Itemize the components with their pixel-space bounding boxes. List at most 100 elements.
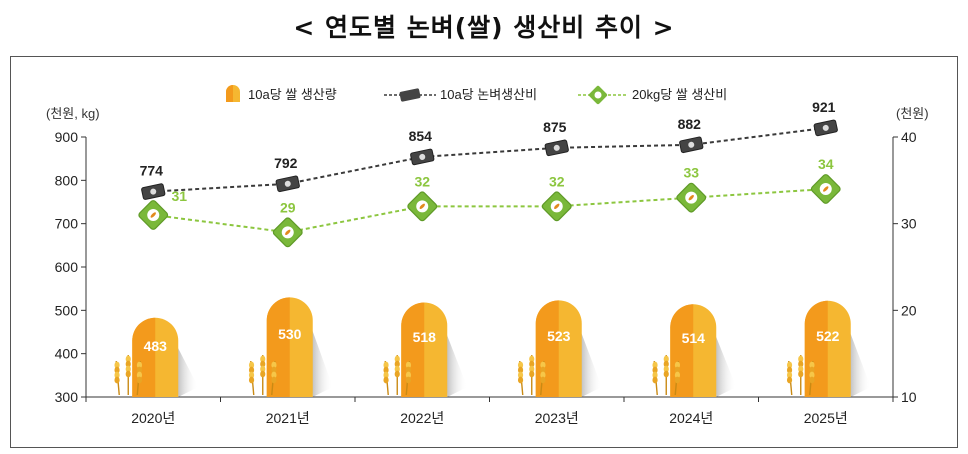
wheat-grain xyxy=(394,355,400,363)
wheat-grain xyxy=(517,376,524,384)
legend-label: 10a당 논벼생산비 xyxy=(440,87,537,102)
x-tick-label: 2022년 xyxy=(400,410,444,426)
wheat-grain xyxy=(260,370,266,378)
money-icon-center xyxy=(150,188,157,195)
bar-value-label: 522 xyxy=(816,328,840,344)
wheat-grain xyxy=(798,360,804,368)
wheat-grain xyxy=(809,371,815,379)
wheat-grain xyxy=(383,361,389,369)
wheat-grain xyxy=(786,361,793,369)
wheat-grain xyxy=(652,366,658,374)
bar-value-label: 518 xyxy=(413,329,437,345)
legend-label: 20kg당 쌀 생산비 xyxy=(632,87,727,102)
wheat-grain xyxy=(125,370,131,378)
bar-shadow xyxy=(174,340,199,397)
x-tick-label: 2024년 xyxy=(669,410,713,426)
cost-value-label: 792 xyxy=(274,155,298,171)
wheat-grain xyxy=(125,365,131,373)
wheat-grain xyxy=(260,355,266,363)
wheat-grain xyxy=(383,376,389,384)
wheat-grain xyxy=(663,360,669,368)
x-tick-label: 2021년 xyxy=(266,410,310,426)
rice-marker xyxy=(138,200,169,230)
x-tick-label: 2025년 xyxy=(804,410,848,426)
right-tick-label: 30 xyxy=(901,216,917,232)
legend-item-paddy-cost: 10a당 논벼생산비 xyxy=(384,87,537,102)
rice-grain-icon xyxy=(419,203,425,210)
production-bar: 522 xyxy=(786,300,871,397)
right-tick-label: 40 xyxy=(901,129,917,145)
left-tick-label: 300 xyxy=(55,389,79,405)
cost-marker xyxy=(813,119,838,137)
wheat-grain xyxy=(405,371,412,379)
rice-grain-icon xyxy=(150,212,156,218)
rice-value-label: 29 xyxy=(280,199,296,215)
chart-title: < 연도별 논벼(쌀) 생산비 추이 > xyxy=(293,13,675,42)
wheat-icon xyxy=(786,355,815,396)
wheat-grain xyxy=(786,376,793,384)
rice-grain-icon xyxy=(688,194,694,201)
wheat-grain xyxy=(798,370,804,378)
rice-cost-line xyxy=(153,188,826,234)
wheat-grain xyxy=(271,376,277,384)
rice-value-label: 32 xyxy=(414,173,430,189)
chart-frame xyxy=(10,56,958,448)
bar-value-label: 523 xyxy=(547,328,571,344)
wheat-grain xyxy=(260,360,266,368)
money-icon-center xyxy=(284,180,291,187)
wheat-grain xyxy=(517,361,524,369)
legend-label: 10a당 쌀 생산량 xyxy=(248,87,337,102)
wheat-grain xyxy=(271,361,277,369)
bar-left-half xyxy=(266,297,290,397)
wheat-grain xyxy=(786,371,793,379)
wheat-grain xyxy=(271,371,277,379)
wheat-grain xyxy=(663,370,669,378)
wheat-grain xyxy=(125,360,131,368)
rice-grain-icon xyxy=(823,186,829,192)
wheat-icon xyxy=(114,355,143,396)
x-tick-label: 2023년 xyxy=(535,410,579,426)
wheat-grain xyxy=(663,355,669,363)
bar-shadow xyxy=(308,320,333,397)
wheat-grain xyxy=(674,361,681,369)
left-tick-label: 900 xyxy=(55,129,79,145)
rice-marker xyxy=(810,174,841,204)
wheat-grain xyxy=(663,365,669,373)
wheat-grain xyxy=(540,371,546,379)
wheat-grain xyxy=(136,361,143,369)
bar-left-half xyxy=(804,300,828,397)
wheat-grain xyxy=(394,360,400,368)
wheat-grain xyxy=(652,361,658,369)
rice-value-label: 34 xyxy=(818,156,834,172)
cost-marker xyxy=(544,139,569,157)
wheat-grain xyxy=(271,366,277,374)
left-tick-label: 800 xyxy=(55,172,79,188)
rice-value-label: 32 xyxy=(549,173,565,189)
bar-value-label: 530 xyxy=(278,326,302,342)
bar-shadow xyxy=(577,323,602,397)
wheat-grain xyxy=(809,376,815,384)
wheat-grain xyxy=(248,371,255,379)
wheat-icon xyxy=(383,355,412,396)
wheat-grain xyxy=(383,371,389,379)
cost-marker xyxy=(275,175,300,193)
legend-bar-icon-half xyxy=(226,85,233,102)
legend-rice-icon xyxy=(588,85,608,105)
rice-bag-emblem xyxy=(594,91,602,99)
money-icon-center xyxy=(688,141,695,148)
bar-value-label: 514 xyxy=(682,330,706,346)
production-bar: 523 xyxy=(517,300,602,397)
wheat-grain xyxy=(517,366,524,374)
wheat-grain xyxy=(674,371,681,379)
production-bar: 530 xyxy=(248,297,333,397)
legend-money-icon xyxy=(399,88,421,102)
wheat-grain xyxy=(786,366,793,374)
bar-shadow xyxy=(846,323,871,397)
cost-value-label: 921 xyxy=(812,99,836,115)
wheat-grain xyxy=(125,355,131,363)
rice-grain-icon xyxy=(285,229,291,236)
cost-value-label: 854 xyxy=(409,128,433,144)
wheat-grain xyxy=(809,361,815,369)
wheat-grain xyxy=(394,365,400,373)
money-icon-center xyxy=(553,144,560,151)
